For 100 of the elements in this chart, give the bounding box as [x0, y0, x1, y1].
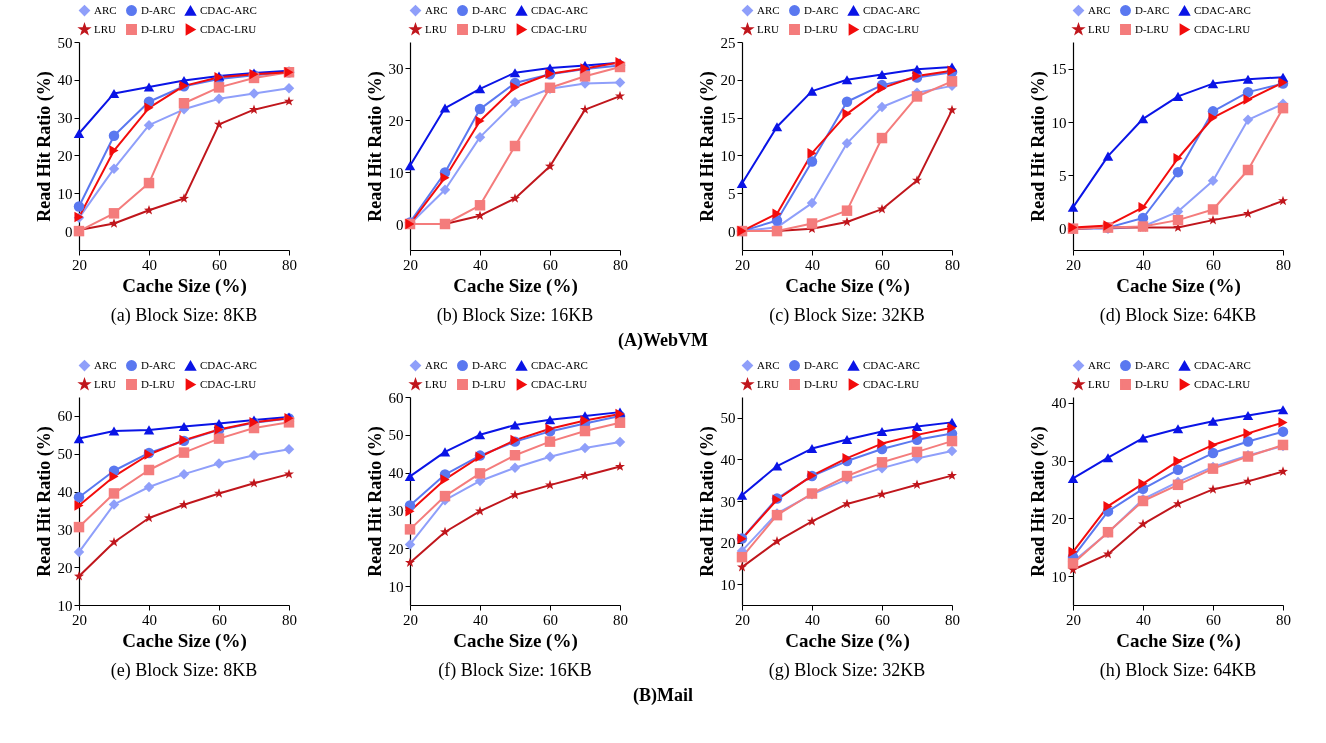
x-tick-label: 80 — [281, 611, 297, 628]
x-tick-label: 60 — [1206, 611, 1222, 628]
legend-label: D-ARC — [1135, 3, 1170, 16]
y-tick-label: 30 — [720, 493, 736, 510]
y-tick-label: 10 — [388, 578, 404, 595]
y-tick-label: 40 — [720, 451, 736, 468]
legend-label: D-LRU — [1135, 377, 1169, 390]
text: (B)Mail — [632, 685, 694, 706]
x-tick-label: 40 — [141, 256, 157, 273]
x-tick-label: 20 — [403, 611, 419, 628]
y-tick-label: 40 — [57, 484, 73, 501]
y-tick-label: 15 — [1051, 61, 1067, 78]
legend-label: ARC — [425, 358, 448, 371]
y-tick-label: 0 — [396, 216, 404, 233]
legend-label: LRU — [425, 22, 448, 35]
legend-label: CDAC-LRU — [862, 377, 920, 390]
y-tick-label: 50 — [57, 446, 73, 463]
y-tick-label: 10 — [1051, 568, 1067, 585]
x-tick-label: 40 — [141, 611, 157, 628]
legend-label: LRU — [756, 22, 779, 35]
y-axis-title: Read Hit Ratio (%) — [1027, 71, 1049, 222]
y-axis-title: Read Hit Ratio (%) — [364, 426, 386, 577]
y-tick-label: 25 — [720, 34, 736, 51]
x-tick-label: 80 — [944, 256, 960, 273]
x-axis-title: Cache Size (%) — [121, 274, 247, 297]
x-axis-title: Cache Size (%) — [453, 629, 579, 652]
legend-label: LRU — [1088, 377, 1111, 390]
x-axis-title: Cache Size (%) — [1116, 274, 1242, 297]
legend-label: LRU — [425, 377, 448, 390]
y-tick-label: 40 — [57, 72, 73, 89]
y-tick-label: 0 — [727, 223, 736, 240]
legend-label: ARC — [1088, 358, 1111, 371]
legend-label: ARC — [425, 3, 448, 16]
y-tick-label: 60 — [388, 389, 404, 406]
y-tick-label: 20 — [57, 559, 73, 576]
legend-label: CDAC-LRU — [531, 22, 588, 35]
x-tick-label: 80 — [613, 611, 629, 628]
legend-label: D-LRU — [472, 22, 506, 35]
y-tick-label: 30 — [1051, 453, 1067, 470]
legend-label: D-ARC — [1135, 358, 1170, 371]
legend-label: CDAC-LRU — [531, 377, 588, 390]
y-tick-label: 10 — [57, 597, 73, 614]
x-tick-label: 60 — [543, 611, 559, 628]
x-axis-title: Cache Size (%) — [453, 274, 579, 297]
y-tick-label: 40 — [388, 465, 404, 482]
legend-label: CDAC-ARC — [199, 358, 257, 371]
x-tick-label: 80 — [1276, 256, 1292, 273]
text: (b) Block Size: 16KB — [437, 305, 594, 326]
text: (a) Block Size: 8KB — [110, 305, 257, 326]
legend-label: CDAC-LRU — [1194, 377, 1251, 390]
y-tick-label: 50 — [388, 427, 404, 444]
legend-label: CDAC-ARC — [1194, 358, 1252, 371]
x-axis-title: Cache Size (%) — [121, 629, 247, 652]
x-tick-label: 80 — [281, 256, 297, 273]
legend-label: CDAC-ARC — [199, 3, 257, 16]
y-tick-label: 20 — [388, 112, 404, 129]
x-tick-label: 60 — [211, 611, 227, 628]
legend-label: D-ARC — [803, 3, 838, 16]
x-tick-label: 80 — [1276, 611, 1292, 628]
legend-label: CDAC-ARC — [531, 3, 589, 16]
legend-label: ARC — [756, 358, 780, 371]
y-tick-label: 10 — [1051, 114, 1067, 131]
legend-label: D-ARC — [803, 358, 838, 371]
legend-label: D-LRU — [140, 22, 175, 35]
y-tick-label: 50 — [57, 34, 73, 51]
x-axis-title: Cache Size (%) — [784, 629, 910, 652]
legend-label: D-ARC — [140, 3, 175, 16]
y-tick-label: 10 — [720, 576, 736, 593]
y-tick-label: 0 — [1059, 221, 1067, 238]
legend-label: LRU — [1088, 22, 1111, 35]
y-tick-label: 30 — [57, 110, 73, 127]
x-tick-label: 40 — [1136, 256, 1152, 273]
x-tick-label: 80 — [613, 256, 629, 273]
legend-label: CDAC-LRU — [199, 377, 257, 390]
text: (c) Block Size: 32KB — [769, 305, 925, 326]
legend-label: LRU — [93, 22, 116, 35]
y-tick-label: 0 — [64, 223, 73, 240]
legend-label: CDAC-LRU — [199, 22, 257, 35]
legend-label: D-LRU — [472, 377, 506, 390]
y-tick-label: 10 — [720, 147, 736, 164]
legend-label: D-LRU — [1135, 22, 1169, 35]
legend-label: LRU — [93, 377, 116, 390]
y-axis-title: Read Hit Ratio (%) — [33, 426, 55, 577]
y-tick-label: 40 — [1051, 395, 1067, 412]
text: (d) Block Size: 64KB — [1100, 305, 1257, 326]
legend-label: CDAC-ARC — [1194, 3, 1252, 16]
x-tick-label: 20 — [71, 256, 87, 273]
y-tick-label: 20 — [1051, 510, 1067, 527]
legend-label: D-LRU — [140, 377, 175, 390]
legend-label: D-ARC — [472, 358, 507, 371]
text: (e) Block Size: 8KB — [110, 660, 257, 681]
x-tick-label: 20 — [71, 611, 87, 628]
legend-label: D-ARC — [472, 3, 507, 16]
y-tick-label: 20 — [720, 72, 736, 89]
x-tick-label: 20 — [403, 256, 419, 273]
legend-label: ARC — [93, 358, 117, 371]
x-axis-title: Cache Size (%) — [1116, 629, 1242, 652]
legend-label: CDAC-ARC — [862, 3, 920, 16]
legend-label: ARC — [1088, 3, 1111, 16]
x-tick-label: 40 — [804, 256, 820, 273]
